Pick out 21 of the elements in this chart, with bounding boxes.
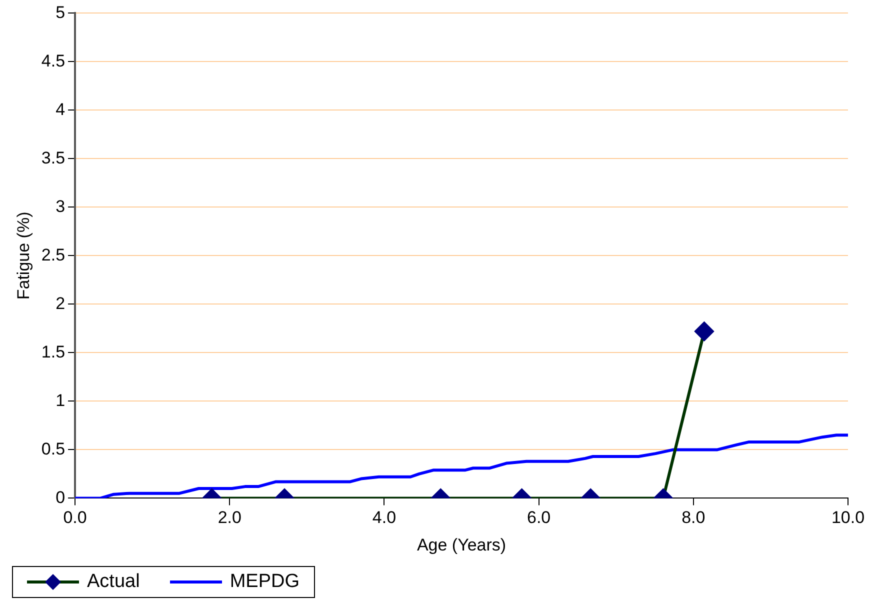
legend-label: Actual bbox=[87, 571, 140, 593]
x-tick-label: 10.0 bbox=[831, 508, 865, 528]
y-tick-label: 2.5 bbox=[41, 245, 66, 264]
y-tick-label: 5 bbox=[56, 2, 66, 22]
y-tick-label: 0.5 bbox=[41, 439, 66, 458]
y-tick-label: 1.5 bbox=[41, 342, 66, 362]
x-tick-label: 8.0 bbox=[682, 508, 706, 528]
y-tick-label: 3 bbox=[56, 196, 66, 216]
y-tick-label: 0 bbox=[56, 488, 66, 507]
x-tick-label: 0.0 bbox=[63, 508, 87, 528]
x-tick-label: 2.0 bbox=[218, 508, 242, 528]
x-axis-title: Age (Years) bbox=[416, 535, 506, 554]
y-axis-title: Fatigue (%) bbox=[14, 212, 33, 300]
x-tick-label: 6.0 bbox=[526, 508, 551, 528]
y-tick-label: 2 bbox=[56, 294, 66, 313]
x-tick-label: 4.0 bbox=[372, 508, 396, 528]
y-tick-label: 3.5 bbox=[41, 148, 66, 168]
y-tick-label: 4.5 bbox=[41, 51, 66, 70]
y-tick-label: 1 bbox=[56, 390, 66, 410]
y-tick-label: 4 bbox=[56, 100, 66, 119]
legend-label: MEPDG bbox=[230, 571, 300, 593]
